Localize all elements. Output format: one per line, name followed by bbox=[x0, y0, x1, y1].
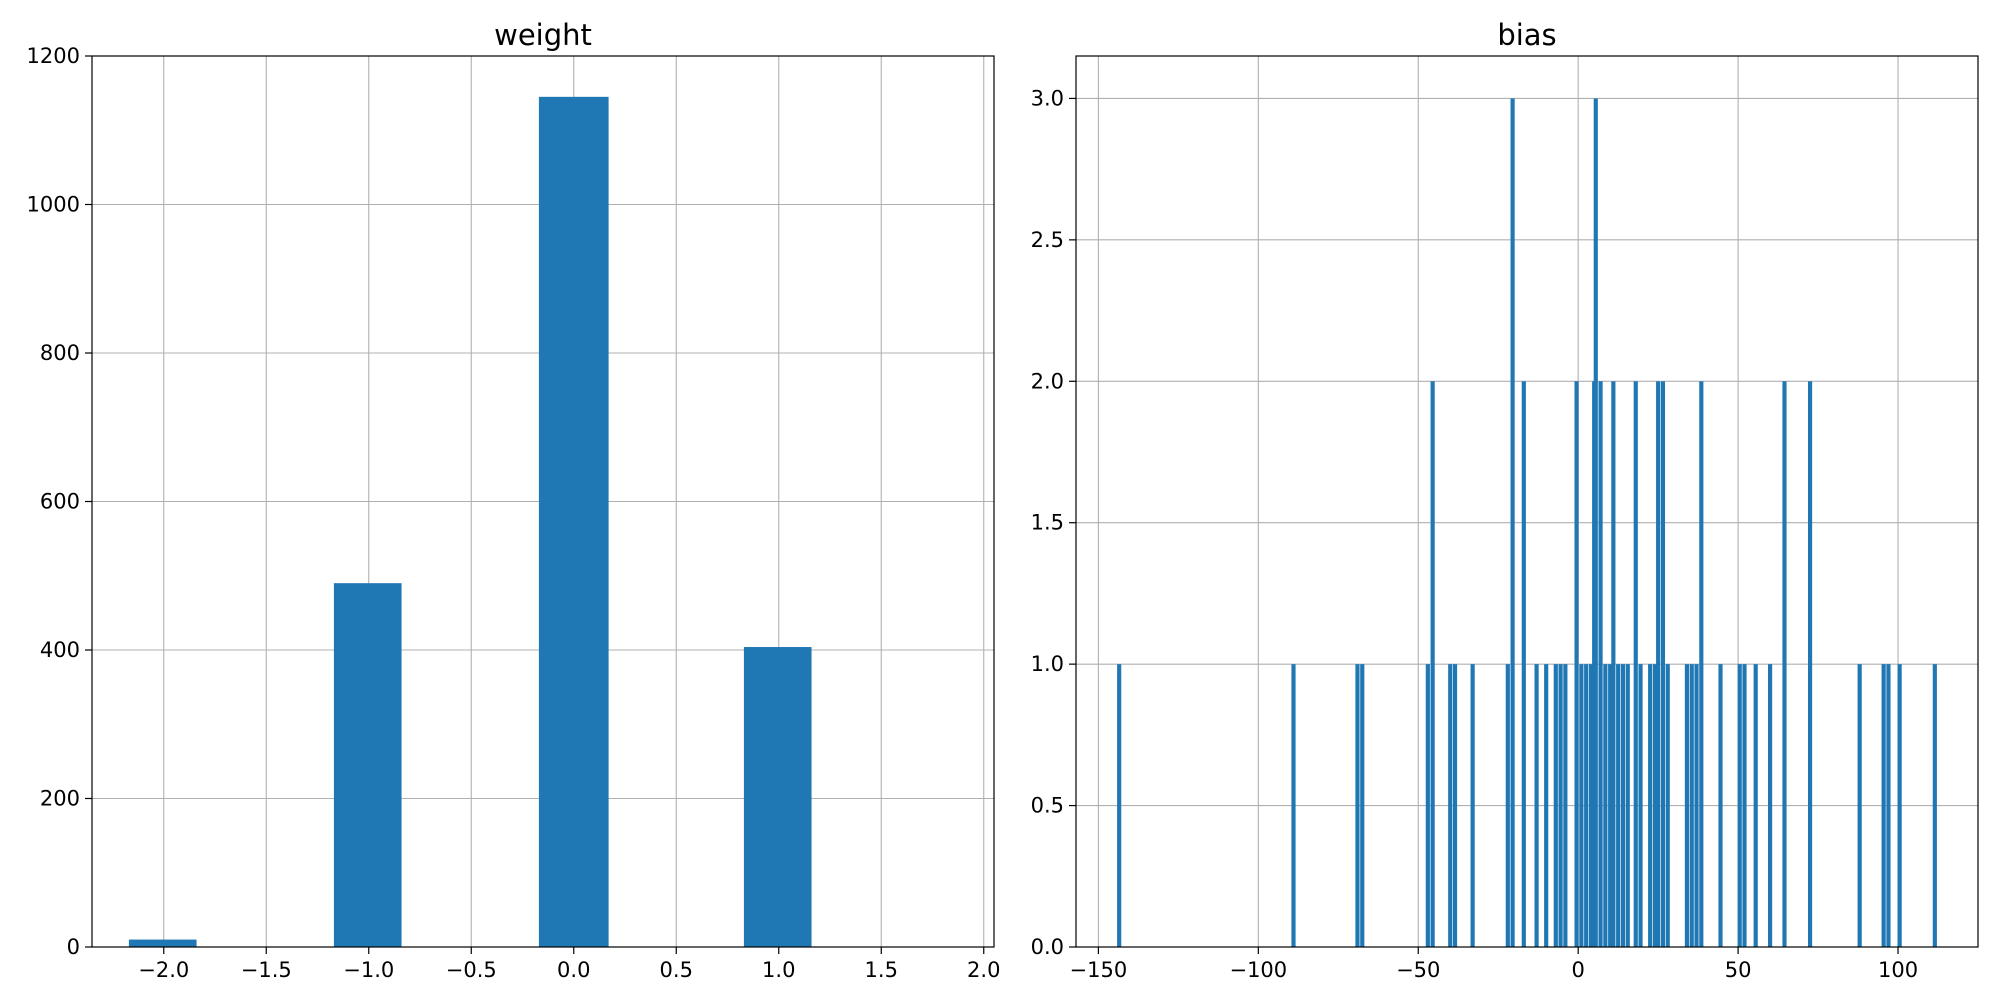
weight-x-tick-label-7: 1.5 bbox=[865, 958, 898, 982]
bias-bar-15 bbox=[1558, 664, 1563, 947]
bias-bar-32 bbox=[1648, 664, 1653, 947]
bias-bar-35 bbox=[1660, 381, 1666, 947]
weight-x-tick-label-0: −2.0 bbox=[138, 958, 189, 982]
bias-y-tick-label-5: 2.5 bbox=[1031, 228, 1064, 252]
bias-bar-48 bbox=[1857, 664, 1862, 947]
bias-histogram-panel: −150 −100 −50 0 50 100 0.0 0.5 1.0 1.5 2.0 2.5 3.0 bi… bbox=[1031, 18, 1979, 982]
weight-y-tick-label-4: 800 bbox=[40, 341, 80, 365]
weight-y-tick-label-3: 600 bbox=[40, 490, 80, 514]
bias-bar-46 bbox=[1782, 381, 1787, 947]
weight-x-tick-label-8: 2.0 bbox=[967, 958, 1000, 982]
bias-bar-40 bbox=[1699, 381, 1704, 947]
bias-bar-18 bbox=[1579, 664, 1584, 947]
bias-y-tick-label-2: 1.0 bbox=[1031, 652, 1064, 676]
bias-y-tick-label-0: 0.0 bbox=[1031, 935, 1064, 959]
bias-bar-44 bbox=[1753, 664, 1758, 947]
bias-bar-6 bbox=[1448, 664, 1453, 947]
weight-x-tick-label-4: 0.0 bbox=[557, 958, 590, 982]
bias-bar-5 bbox=[1430, 381, 1435, 947]
bias-bar-3 bbox=[1360, 664, 1365, 947]
bias-bar-51 bbox=[1897, 664, 1902, 947]
bias-y-tick-label-4: 2.0 bbox=[1031, 369, 1064, 393]
bias-bar-49 bbox=[1881, 664, 1886, 947]
bias-bar-50 bbox=[1886, 664, 1891, 947]
bias-bar-39 bbox=[1694, 664, 1699, 947]
bias-bar-11 bbox=[1521, 381, 1526, 947]
bias-bar-2 bbox=[1355, 664, 1360, 947]
bias-bar-19 bbox=[1584, 664, 1589, 947]
bias-bar-17 bbox=[1574, 381, 1579, 947]
bias-bar-45 bbox=[1768, 664, 1773, 947]
weight-y-tick-label-0: 0 bbox=[67, 935, 80, 959]
bias-y-tick-label-1: 0.5 bbox=[1031, 794, 1064, 818]
bias-bar-7 bbox=[1452, 664, 1458, 947]
weight-y-tick-label-1: 200 bbox=[40, 787, 80, 811]
bias-bar-1 bbox=[1291, 664, 1296, 947]
weight-x-tick-label-2: −1.0 bbox=[343, 958, 394, 982]
bias-bar-0 bbox=[1117, 664, 1122, 947]
bias-bar-38 bbox=[1689, 664, 1694, 947]
bias-bar-33 bbox=[1652, 664, 1658, 947]
bias-bar-4 bbox=[1425, 664, 1430, 947]
bias-x-tick-label-1: −100 bbox=[1229, 958, 1287, 982]
bias-bar-34 bbox=[1656, 381, 1661, 947]
bias-bar-16 bbox=[1563, 664, 1568, 947]
bias-x-tick-label-2: −50 bbox=[1396, 958, 1440, 982]
weight-y-tick-label-5: 1000 bbox=[27, 193, 80, 217]
bias-bar-31 bbox=[1638, 664, 1643, 947]
bias-x-tick-label-3: 0 bbox=[1571, 958, 1584, 982]
bias-chart-title: bias bbox=[1497, 18, 1556, 52]
weight-bar-3 bbox=[743, 647, 812, 947]
bias-x-tick-label-5: 100 bbox=[1878, 958, 1918, 982]
bias-bar-25 bbox=[1608, 664, 1613, 947]
weight-x-tick-label-1: −1.5 bbox=[241, 958, 292, 982]
bias-bar-10 bbox=[1510, 98, 1515, 947]
weight-x-tick-label-3: −0.5 bbox=[446, 958, 497, 982]
bias-y-tick-label-3: 1.5 bbox=[1031, 511, 1064, 535]
bias-bar-28 bbox=[1620, 664, 1626, 947]
bias-x-tick-label-4: 50 bbox=[1725, 958, 1752, 982]
weight-bar-0 bbox=[128, 939, 197, 947]
bias-bar-29 bbox=[1625, 664, 1630, 947]
weight-bar-1 bbox=[333, 583, 402, 947]
bias-bar-24 bbox=[1603, 664, 1608, 947]
weight-histogram-panel: −2.0 −1.5 −1.0 −0.5 0.0 0.5 1.0 1.5 2.0 0 200 400 60… bbox=[27, 18, 1001, 982]
bias-bar-43 bbox=[1742, 664, 1747, 947]
bias-bar-8 bbox=[1470, 664, 1475, 947]
bias-bar-13 bbox=[1544, 664, 1549, 947]
bias-plot-frame bbox=[1075, 55, 1979, 948]
bias-bar-47 bbox=[1807, 381, 1813, 947]
bias-bar-41 bbox=[1718, 664, 1723, 947]
bias-bar-30 bbox=[1633, 381, 1638, 947]
bias-bar-27 bbox=[1616, 664, 1621, 947]
weight-y-tick-label-2: 400 bbox=[40, 638, 80, 662]
bias-bar-52 bbox=[1932, 664, 1937, 947]
weight-x-tick-label-6: 1.0 bbox=[762, 958, 795, 982]
bias-y-tick-label-6: 3.0 bbox=[1031, 86, 1064, 110]
weight-y-tick-label-6: 1200 bbox=[27, 44, 80, 68]
bias-bar-12 bbox=[1534, 664, 1539, 947]
bias-bar-9 bbox=[1505, 664, 1510, 947]
bias-bar-14 bbox=[1553, 664, 1558, 947]
weight-bar-2 bbox=[538, 96, 609, 947]
bias-bar-22 bbox=[1593, 98, 1598, 947]
bias-bar-23 bbox=[1598, 381, 1603, 947]
bias-bar-20 bbox=[1588, 664, 1594, 947]
bias-bar-37 bbox=[1684, 664, 1690, 947]
weight-chart-title: weight bbox=[494, 18, 592, 52]
bias-bar-42 bbox=[1737, 664, 1742, 947]
bias-x-tick-label-0: −150 bbox=[1070, 958, 1128, 982]
weight-x-tick-label-5: 0.5 bbox=[660, 958, 693, 982]
bias-bar-36 bbox=[1665, 664, 1670, 947]
bias-bar-26 bbox=[1611, 381, 1616, 947]
